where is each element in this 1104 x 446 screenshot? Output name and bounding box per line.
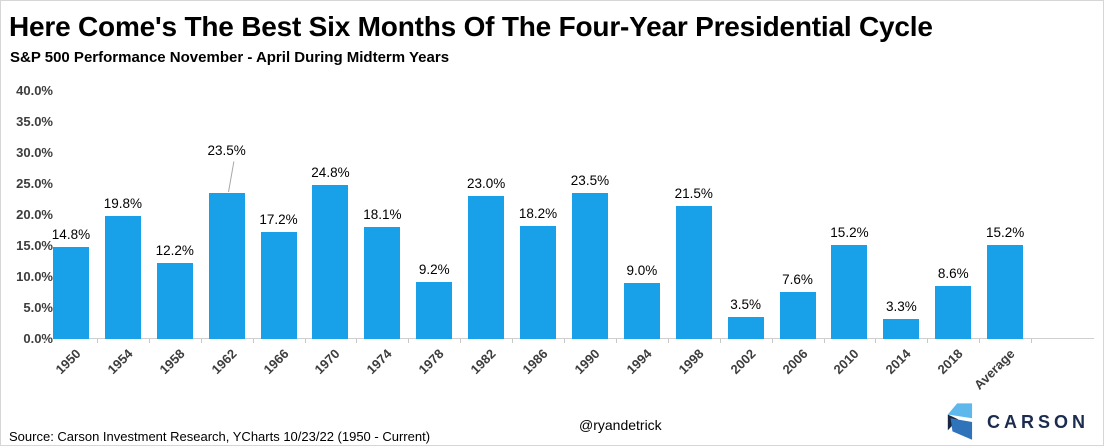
x-axis-tick bbox=[460, 339, 462, 343]
bar-Average bbox=[987, 244, 1024, 339]
data-label-1962: 23.5% bbox=[207, 143, 246, 159]
data-label-2014: 3.3% bbox=[885, 298, 917, 314]
data-label-1986: 18.2% bbox=[518, 206, 558, 222]
x-axis-tick bbox=[304, 339, 306, 343]
x-axis-tick bbox=[45, 339, 46, 343]
x-axis-tick bbox=[875, 339, 877, 343]
x-axis-tick bbox=[615, 339, 617, 343]
data-label-1966: 17.2% bbox=[259, 212, 298, 228]
bar-1950 bbox=[52, 247, 89, 339]
twitter-handle: @ryandetrick bbox=[579, 417, 662, 433]
chart-subtitle: S&P 500 Performance November - April Dur… bbox=[10, 49, 450, 66]
data-label-Average: 15.2% bbox=[986, 224, 1025, 240]
brand-logo: CARSON bbox=[945, 401, 1089, 443]
y-axis-label: 40.0% bbox=[16, 83, 53, 98]
bar-1970 bbox=[312, 185, 349, 339]
bar-2002 bbox=[727, 317, 764, 339]
x-axis-tick bbox=[927, 339, 929, 343]
y-axis-label: 15.0% bbox=[16, 238, 53, 253]
bar-1990 bbox=[571, 193, 608, 339]
y-axis-label: 5.0% bbox=[23, 300, 53, 315]
x-axis-tick bbox=[200, 339, 202, 343]
bar-1994 bbox=[623, 283, 660, 339]
data-label-1958: 12.2% bbox=[155, 243, 194, 259]
bar-2014 bbox=[883, 318, 920, 339]
bar-1974 bbox=[364, 226, 401, 339]
bar-1982 bbox=[468, 196, 505, 339]
x-axis-tick bbox=[356, 339, 358, 343]
data-label-1994: 9.0% bbox=[626, 263, 658, 279]
y-axis-label: 25.0% bbox=[16, 176, 53, 191]
x-axis-tick bbox=[408, 339, 410, 343]
data-label-2010: 15.2% bbox=[830, 224, 869, 240]
x-axis-tick bbox=[148, 339, 150, 343]
data-label-2018: 8.6% bbox=[937, 265, 969, 281]
data-label-1982: 23.0% bbox=[467, 176, 506, 192]
data-label-1978: 9.2% bbox=[418, 261, 450, 277]
x-axis-tick bbox=[667, 339, 669, 343]
y-axis-label: 35.0% bbox=[16, 114, 53, 129]
data-label-1998: 21.5% bbox=[674, 185, 713, 201]
bar-1978 bbox=[416, 281, 453, 339]
data-label-1974: 18.1% bbox=[363, 206, 402, 222]
brand-wordmark: CARSON bbox=[986, 411, 1089, 432]
data-label-1970: 24.8% bbox=[311, 165, 350, 181]
x-axis-tick bbox=[564, 339, 565, 343]
bar-1954 bbox=[104, 216, 141, 339]
source-note: Source: Carson Investment Research, YCha… bbox=[9, 429, 431, 444]
data-label-2006: 7.6% bbox=[782, 271, 813, 287]
data-label-1954: 19.8% bbox=[103, 196, 142, 212]
bar-1962 bbox=[208, 193, 245, 339]
bar-1966 bbox=[260, 232, 297, 339]
bar-1986 bbox=[520, 226, 557, 339]
y-axis-label: 10.0% bbox=[16, 269, 53, 284]
x-axis-tick bbox=[512, 339, 514, 343]
x-axis-tick bbox=[1031, 339, 1033, 343]
bar-2006 bbox=[779, 291, 816, 339]
bar-1958 bbox=[156, 263, 193, 339]
data-label-1990: 23.5% bbox=[570, 173, 610, 189]
data-label-1950: 14.8% bbox=[51, 227, 91, 243]
x-axis-tick bbox=[771, 339, 773, 343]
x-axis-tick bbox=[979, 339, 981, 343]
bar-2018 bbox=[935, 285, 972, 339]
label-leader-line bbox=[227, 161, 235, 193]
bar-2010 bbox=[831, 244, 868, 339]
x-axis-tick bbox=[252, 339, 254, 343]
x-axis-tick bbox=[823, 339, 825, 343]
page-title: Here Come's The Best Six Months Of The F… bbox=[9, 11, 933, 42]
y-axis-label: 20.0% bbox=[16, 207, 53, 222]
x-axis-tick bbox=[719, 339, 721, 343]
x-axis-tick bbox=[96, 339, 98, 343]
carson-logo-icon bbox=[947, 403, 973, 440]
data-label-2002: 3.5% bbox=[730, 297, 762, 313]
bar-1998 bbox=[675, 205, 712, 339]
y-axis-label: 30.0% bbox=[16, 145, 53, 160]
